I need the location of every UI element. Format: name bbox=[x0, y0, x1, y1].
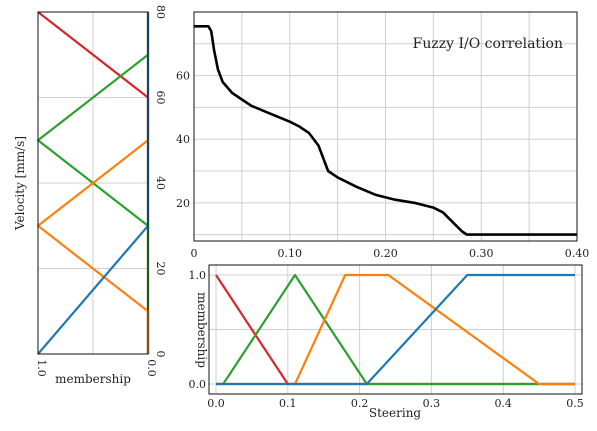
bottom-ytick-label: 0.0 bbox=[189, 378, 207, 391]
bottom-xtick-label: 0.1 bbox=[279, 397, 297, 410]
left-ticks: 0 20 40 60 80 1.0 0.0 bbox=[35, 5, 167, 377]
bottom-xtick-label: 0.5 bbox=[566, 397, 584, 410]
bottom-xtick-label: 0.0 bbox=[207, 397, 225, 410]
main-xtick-label: 0.30 bbox=[469, 247, 494, 260]
main-axes-frame bbox=[193, 11, 578, 242]
bottom-axes-frame bbox=[208, 264, 583, 395]
main-xtick-label: 0.10 bbox=[278, 247, 303, 260]
main-ytick-label: 40 bbox=[176, 133, 190, 146]
left-axes-frame bbox=[37, 11, 149, 355]
left-xtick-label: 0.0 bbox=[145, 359, 158, 377]
bottom-membership-line-3 bbox=[216, 273, 575, 386]
left-ytick-label: 20 bbox=[154, 262, 167, 276]
left-ytick-label: 0 bbox=[154, 351, 167, 358]
left-ytick-label: 80 bbox=[154, 5, 167, 19]
left-ylabel: Velocity [mm/s] bbox=[13, 136, 27, 231]
bottom-xlabel: Steering bbox=[369, 406, 422, 420]
left-xlabel: membership bbox=[55, 372, 131, 386]
left-membership-panel: 0 20 40 60 80 1.0 0.0 Velocity [mm/s] membersh… bbox=[13, 5, 167, 386]
bottom-ylabel: membership bbox=[195, 292, 209, 368]
bottom-membership-panel: 0.0 0.1 0.2 0.3 0.4 0.5 0.0 1.0 membership Stee… bbox=[189, 264, 584, 420]
left-xtick-label: 1.0 bbox=[35, 359, 48, 377]
left-ytick-label: 40 bbox=[154, 176, 167, 190]
fuzzy-correlation-line bbox=[194, 24, 577, 236]
main-xtick-label: 0.40 bbox=[565, 247, 590, 260]
bottom-xtick-label: 0.2 bbox=[351, 397, 369, 410]
bottom-ytick-label: 1.0 bbox=[189, 269, 207, 282]
main-ytick-label: 60 bbox=[176, 70, 190, 83]
main-ytick-label: 20 bbox=[176, 197, 190, 210]
main-correlation-panel: 0 0.10 0.20 0.30 0.40 20 40 60 Fuzzy I/O correl… bbox=[176, 11, 589, 260]
main-series-group bbox=[194, 24, 577, 236]
main-xtick-label: 0.20 bbox=[373, 247, 398, 260]
bottom-series-group bbox=[215, 273, 575, 386]
main-xtick-label: 0 bbox=[191, 247, 198, 260]
bottom-xtick-label: 0.3 bbox=[423, 397, 441, 410]
main-ticks: 0 0.10 0.20 0.30 0.40 20 40 60 bbox=[176, 70, 589, 260]
bottom-ticks: 0.0 0.1 0.2 0.3 0.4 0.5 0.0 1.0 bbox=[189, 269, 584, 410]
main-title: Fuzzy I/O correlation bbox=[413, 36, 563, 52]
bottom-xtick-label: 0.4 bbox=[494, 397, 512, 410]
left-ytick-label: 60 bbox=[154, 91, 167, 105]
